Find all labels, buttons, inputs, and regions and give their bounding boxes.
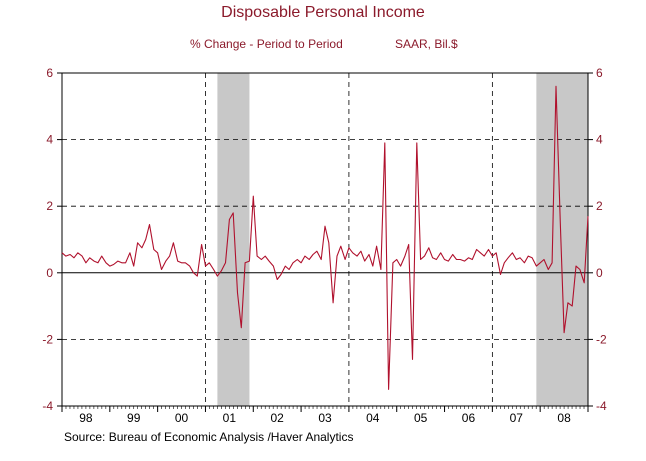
- y-tick-label-right: 0: [596, 266, 603, 280]
- y-tick-label-left: 4: [46, 133, 53, 147]
- y-tick-label-left: 2: [46, 199, 53, 213]
- x-tick-label: 07: [510, 411, 524, 425]
- plot-frame: [61, 72, 589, 407]
- y-tick-label-left: -4: [42, 399, 53, 413]
- y-tick-label-right: -4: [596, 399, 607, 413]
- recession-band: [217, 73, 250, 406]
- series-line: [61, 85, 589, 390]
- x-tick-label: 01: [223, 411, 237, 425]
- x-tick-label: 08: [557, 411, 571, 425]
- x-tick-label: 98: [79, 411, 93, 425]
- x-tick-label: 06: [462, 411, 476, 425]
- x-tick-label: 05: [414, 411, 428, 425]
- subtitle-left: % Change - Period to Period: [190, 37, 343, 51]
- x-tick-label: 02: [271, 411, 285, 425]
- source-note: Source: Bureau of Economic Analysis /Hav…: [64, 430, 354, 444]
- x-tick-label: 00: [175, 411, 189, 425]
- y-tick-label-right: 4: [596, 133, 603, 147]
- y-tick-label-right: 6: [596, 66, 603, 80]
- y-tick-label-left: 6: [46, 66, 53, 80]
- y-tick-label-right: -2: [596, 332, 607, 346]
- recession-band: [536, 73, 588, 406]
- y-tick-label-left: -2: [42, 332, 53, 346]
- x-tick-label: 03: [318, 411, 332, 425]
- x-tick-label: 04: [366, 411, 380, 425]
- subtitle-right: SAAR, Bil.$: [395, 37, 458, 51]
- chart-title: Disposable Personal Income: [221, 4, 425, 21]
- y-tick-label-right: 2: [596, 199, 603, 213]
- x-tick-label: 99: [127, 411, 141, 425]
- y-tick-label-left: 0: [46, 266, 53, 280]
